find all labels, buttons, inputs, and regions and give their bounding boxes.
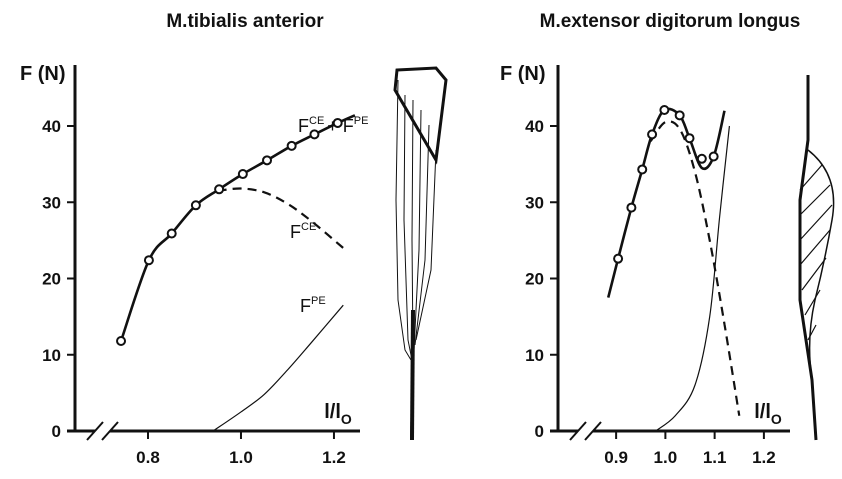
data-point <box>116 336 127 347</box>
data-point <box>166 228 177 239</box>
label-base: F <box>298 116 309 136</box>
data-point <box>659 104 670 115</box>
curve-label: FCE <box>290 221 316 242</box>
data-point <box>262 155 273 166</box>
label-sup: PE <box>354 115 369 127</box>
x-tick-label: 1.2 <box>322 448 346 467</box>
curve <box>212 304 344 432</box>
data-point <box>708 151 719 162</box>
curve-label: FCE + FPE <box>298 115 368 136</box>
x-axis-label: l/lO <box>324 401 352 427</box>
x-tick-label: 0.8 <box>136 448 160 467</box>
y-tick-label: 30 <box>42 193 61 212</box>
data-point <box>684 133 695 144</box>
axis-break <box>569 421 587 441</box>
y-tick-label: 30 <box>525 193 544 212</box>
data-point <box>637 164 648 175</box>
x-tick-label: 1.0 <box>229 448 253 467</box>
x-axis-label: l/lO <box>754 401 782 427</box>
chart-title: M.tibialis anterior <box>166 11 324 32</box>
data-point <box>309 129 320 140</box>
data-point <box>332 117 343 128</box>
curve <box>649 120 741 416</box>
label-sup: CE <box>309 115 324 127</box>
data-point <box>214 184 225 195</box>
y-axis-label: F (N) <box>500 63 546 85</box>
data-point <box>674 110 685 121</box>
y-tick-label: 10 <box>42 346 61 365</box>
chart-title: M.extensor digitorum longus <box>540 11 801 32</box>
x-label-main: l/l <box>754 401 771 423</box>
axis-break <box>584 421 602 441</box>
y-tick-label: 0 <box>535 422 544 441</box>
y-tick-label: 0 <box>52 422 61 441</box>
curve <box>655 125 731 432</box>
y-axis-label: F (N) <box>20 63 66 85</box>
data-point <box>696 153 707 164</box>
y-tick-label: 10 <box>525 346 544 365</box>
axis-break <box>86 421 104 441</box>
label-base: F <box>300 296 311 316</box>
y-tick-label: 20 <box>42 270 61 289</box>
x-tick-label: 1.1 <box>703 448 727 467</box>
curve-label: FPE <box>300 295 326 316</box>
curve <box>217 187 344 249</box>
x-label-sub: O <box>341 411 352 427</box>
data-point <box>237 169 248 180</box>
x-tick-label: 0.9 <box>604 448 628 467</box>
data-point <box>143 255 154 266</box>
axis-break <box>101 421 119 441</box>
data-point <box>626 202 637 213</box>
y-tick-label: 20 <box>525 270 544 289</box>
x-label-main: l/l <box>324 401 341 423</box>
muscle-edl <box>798 75 835 441</box>
y-tick-label: 40 <box>525 117 544 136</box>
curve <box>606 107 726 298</box>
x-tick-label: 1.2 <box>752 448 776 467</box>
label-base: F <box>290 222 301 242</box>
data-point <box>190 200 201 211</box>
label-sup: PE <box>311 295 326 307</box>
y-tick-label: 40 <box>42 117 61 136</box>
label-sup: CE <box>301 221 316 233</box>
data-point <box>286 140 297 151</box>
x-tick-label: 1.0 <box>654 448 678 467</box>
x-label-sub: O <box>771 411 782 427</box>
data-point <box>647 129 658 140</box>
muscle-tibialis <box>393 66 448 441</box>
data-point <box>613 253 624 264</box>
